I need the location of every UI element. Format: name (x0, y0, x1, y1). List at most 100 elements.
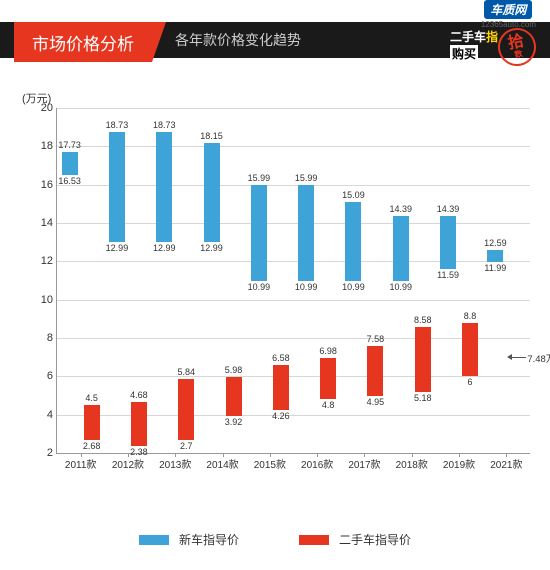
bar-new-price (487, 250, 503, 262)
value-label-high: 5.98 (225, 365, 243, 375)
annotation-arrow-icon (507, 354, 512, 360)
y-tick-label: 10 (27, 294, 53, 306)
bar-used-price (320, 358, 336, 400)
seal-bottom: 数 (514, 50, 523, 59)
value-label-low: 10.99 (342, 282, 365, 292)
value-label-low: 4.95 (367, 397, 385, 407)
y-tick-label: 4 (27, 409, 53, 421)
badge-line1b: 指 (486, 30, 498, 44)
value-label-high: 18.73 (153, 120, 176, 130)
value-label-low: 16.53 (58, 176, 81, 186)
value-label-high: 17.73 (58, 140, 81, 150)
y-tick-label: 12 (27, 255, 53, 267)
y-tick-label: 8 (27, 332, 53, 344)
bar-used-price (178, 379, 194, 439)
value-label-low: 2.68 (83, 441, 101, 451)
x-tick-label: 2012款 (112, 456, 144, 471)
bar-new-price (345, 202, 361, 281)
grid-line (57, 300, 530, 301)
x-tick-label: 2015款 (254, 456, 286, 471)
x-tick-label: 2017款 (348, 456, 380, 471)
value-label-high: 18.15 (200, 131, 223, 141)
bar-new-price (62, 152, 78, 175)
grid-line (57, 376, 530, 377)
bar-new-price (298, 185, 314, 281)
plot-area: 24681012141618202011款17.7316.534.52.6820… (56, 108, 530, 454)
x-tick-label: 2016款 (301, 456, 333, 471)
annotation-text: 7.48万起 (527, 351, 550, 365)
bar-used-price (84, 405, 100, 440)
legend-item-new: 新车指导价 (139, 531, 239, 548)
y-tick-label: 2 (27, 447, 53, 459)
bar-new-price (204, 143, 220, 242)
page-title: 市场价格分析 (14, 22, 152, 62)
value-label-low: 2.7 (180, 441, 193, 451)
value-label-high: 14.39 (437, 204, 460, 214)
y-tick-label: 20 (27, 102, 53, 114)
value-label-low: 5.18 (414, 393, 432, 403)
value-label-high: 12.59 (484, 238, 507, 248)
y-tick-label: 18 (27, 140, 53, 152)
brand-logo-mark: 车质网 (484, 0, 532, 19)
value-label-low: 12.99 (106, 243, 129, 253)
legend-item-used: 二手车指导价 (299, 531, 411, 548)
bar-used-price (462, 323, 478, 377)
bar-used-price (415, 327, 431, 392)
grid-line (57, 338, 530, 339)
value-label-low: 12.99 (153, 243, 176, 253)
bar-used-price (367, 346, 383, 396)
value-label-high: 7.58 (367, 334, 385, 344)
value-label-low: 11.59 (437, 270, 459, 280)
value-label-high: 15.09 (342, 190, 365, 200)
value-label-high: 15.99 (248, 173, 271, 183)
value-label-low: 2.38 (130, 447, 148, 457)
value-label-low: 11.99 (484, 263, 506, 273)
value-label-low: 10.99 (389, 282, 412, 292)
value-label-high: 8.58 (414, 315, 432, 325)
grid-line (57, 415, 530, 416)
brand-logo: 车质网 12365auto.com (481, 0, 536, 29)
value-label-high: 6.58 (272, 353, 290, 363)
grid-line (57, 261, 530, 262)
x-tick-label: 2014款 (206, 456, 238, 471)
y-tick-label: 14 (27, 217, 53, 229)
value-label-high: 14.39 (389, 204, 412, 214)
x-tick-label: 2019款 (443, 456, 475, 471)
price-chart: (万元) 24681012141618202011款17.7316.534.52… (20, 90, 530, 480)
grid-line (57, 146, 530, 147)
annotation-line (512, 357, 526, 358)
bar-new-price (156, 132, 172, 242)
legend-swatch-used (299, 535, 329, 545)
series-badge: 二手车指 购买 拾 数 (450, 28, 536, 70)
legend: 新车指导价 二手车指导价 (0, 531, 550, 548)
bar-new-price (440, 216, 456, 270)
bar-used-price (131, 402, 147, 446)
grid-line (57, 185, 530, 186)
value-label-low: 10.99 (248, 282, 271, 292)
legend-label-used: 二手车指导价 (339, 531, 411, 548)
value-label-low: 4.8 (322, 400, 335, 410)
value-label-high: 6.98 (319, 346, 337, 356)
badge-line1a: 二手车 (450, 30, 486, 44)
page-title-text: 市场价格分析 (32, 30, 134, 55)
bar-used-price (273, 365, 289, 409)
bar-used-price (226, 377, 242, 416)
value-label-high: 15.99 (295, 173, 318, 183)
value-label-low: 6 (468, 377, 473, 387)
bar-new-price (109, 132, 125, 242)
grid-line (57, 223, 530, 224)
x-tick-label: 2011款 (65, 456, 97, 471)
grid-line (57, 108, 530, 109)
value-label-low: 12.99 (200, 243, 223, 253)
value-label-high: 4.68 (130, 390, 148, 400)
value-label-high: 8.8 (464, 311, 477, 321)
badge-line2: 购买 (450, 45, 478, 62)
bar-new-price (393, 216, 409, 281)
y-tick-label: 16 (27, 179, 53, 191)
y-tick-label: 6 (27, 370, 53, 382)
value-label-high: 4.5 (85, 393, 98, 403)
legend-swatch-new (139, 535, 169, 545)
value-label-low: 3.92 (225, 417, 243, 427)
page-root: 市场价格分析 各年款价格变化趋势 车质网 12365auto.com 二手车指 … (0, 0, 550, 570)
page-subtitle: 各年款价格变化趋势 (175, 22, 301, 58)
